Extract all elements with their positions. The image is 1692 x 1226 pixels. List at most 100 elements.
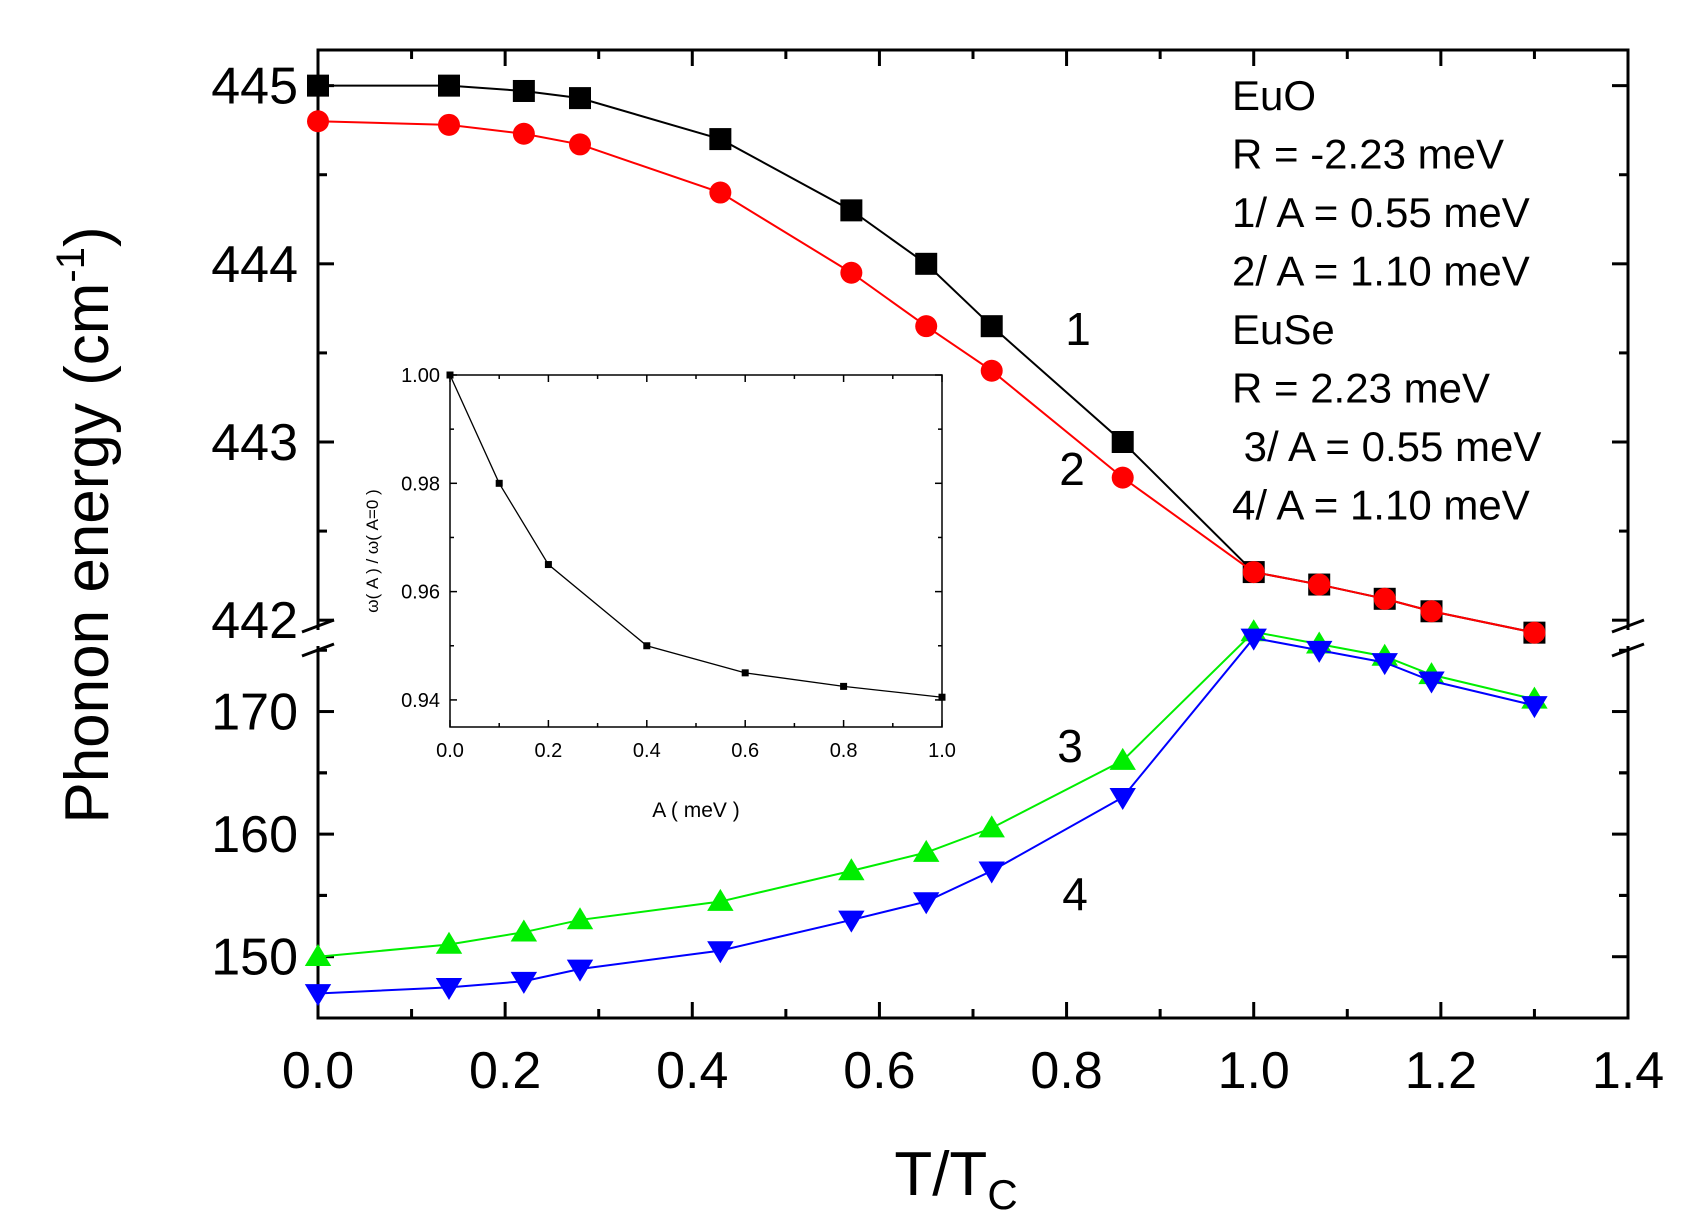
- series-3-point: [838, 858, 865, 881]
- legend-line: R = 2.23 meV: [1232, 365, 1490, 412]
- lower-y-tick-label: 170: [211, 684, 298, 742]
- series-label-4: 4: [1062, 868, 1088, 920]
- x-tick-label: 1.2: [1405, 1042, 1477, 1100]
- series-2: [307, 110, 1546, 644]
- series-4-point: [838, 910, 865, 933]
- series-1-point: [307, 74, 329, 97]
- series-4-point: [435, 978, 463, 1001]
- right-axis-break-mark-top: [1611, 618, 1645, 634]
- inset-x-tick-label: 0.2: [534, 740, 562, 762]
- series-1-point: [915, 252, 938, 275]
- series-2-point: [915, 315, 938, 338]
- x-tick-label: 1.0: [1218, 1042, 1290, 1100]
- inset-series-point: [741, 669, 749, 677]
- x-tick-label: 0.4: [656, 1042, 728, 1100]
- series-4-line: [317, 636, 1535, 995]
- legend-line: 4/ A = 1.10 meV: [1232, 482, 1530, 529]
- inset-series-point: [495, 479, 503, 487]
- legend-line: 3/ A = 0.55 meV: [1232, 423, 1541, 470]
- series-2-point: [1242, 561, 1265, 584]
- inset-series-point: [446, 371, 454, 379]
- inset-axis-tick-labels: 0.0 0.2 0.4 0.6 0.8 1.0 1.00 0.98 0.96 0.94: [401, 365, 956, 762]
- series-2-point: [1308, 573, 1331, 596]
- lower-y-tick-label: 160: [211, 806, 298, 864]
- series-4-point: [1521, 696, 1548, 719]
- x-tick-label: 0.2: [469, 1042, 541, 1100]
- series-2-point: [709, 181, 732, 204]
- series-4: [304, 628, 1548, 1007]
- series-2-point: [1523, 621, 1546, 644]
- series-2-point: [840, 261, 863, 284]
- x-axis-title: T/TC: [894, 1140, 1017, 1218]
- series-3-point: [510, 919, 538, 942]
- series-4-point: [1371, 653, 1398, 676]
- series-2-point: [1111, 466, 1134, 489]
- series-label-3: 3: [1057, 720, 1083, 772]
- series-2-point: [438, 113, 460, 136]
- right-axis-break-gap: [1620, 630, 1636, 646]
- upper-y-tick-label: 443: [211, 414, 298, 472]
- series-1-point: [709, 128, 732, 151]
- legend: EuO R = -2.23 meV 1/ A = 0.55 meV 2/ A = 1.…: [1232, 72, 1541, 529]
- inset-series-point: [840, 682, 848, 690]
- x-tick-label: 0.8: [1030, 1042, 1102, 1100]
- series-1-point: [1111, 431, 1134, 453]
- inset-x-tick-label: 0.0: [436, 740, 464, 762]
- inset-x-axis-title: A ( meV ): [652, 799, 740, 822]
- legend-line: 1/ A = 0.55 meV: [1232, 189, 1530, 236]
- main-series-group: [304, 74, 1548, 1007]
- inset-y-axis-title: ω( A ) / ω( A=0 ): [363, 489, 382, 612]
- legend-line: R = -2.23 meV: [1232, 131, 1504, 178]
- series-1-point: [512, 79, 535, 102]
- series-label-1: 1: [1065, 303, 1091, 355]
- inset-series-point: [544, 561, 552, 569]
- x-tick-label: 1.4: [1592, 1042, 1664, 1100]
- series-3-point: [435, 931, 463, 954]
- series-4-point: [707, 941, 734, 964]
- y-axis-title-superscript: -1: [49, 247, 93, 283]
- inset-series-point: [643, 642, 651, 650]
- series-2-point: [512, 122, 535, 145]
- series-2-point: [980, 359, 1003, 382]
- series-1-point: [840, 199, 863, 222]
- series-4-point: [913, 892, 940, 915]
- series-3-point: [1109, 747, 1136, 770]
- y-axis-title-tail: ): [53, 226, 122, 247]
- main-axis-tick-labels: 0.0 0.2 0.4 0.6 0.8 1.0 1.2 1.4 445 444 443 442 170 1…: [211, 58, 1664, 1100]
- series-1-point: [438, 74, 460, 97]
- legend-line: EuO: [1232, 72, 1316, 119]
- inset-x-tick-label: 0.6: [731, 740, 759, 762]
- series-4-point: [978, 861, 1005, 884]
- series-2-point: [1420, 600, 1443, 623]
- legend-line: EuSe: [1232, 306, 1335, 353]
- series-4-point: [1109, 788, 1136, 811]
- series-label-2: 2: [1059, 443, 1085, 495]
- series-1-point: [569, 87, 591, 110]
- series-3-point: [707, 888, 734, 911]
- inset-y-tick-label: 0.96: [401, 582, 440, 604]
- series-1-point: [980, 315, 1003, 338]
- series-2-point: [569, 133, 591, 156]
- series-4-point: [304, 984, 332, 1007]
- inset-chart: 0.0 0.2 0.4 0.6 0.8 1.0 1.00 0.98 0.96 0.94 A ( m…: [363, 365, 956, 822]
- inset-x-tick-label: 0.8: [830, 740, 858, 762]
- inset-axis-ticks: [449, 374, 943, 727]
- series-4-point: [510, 971, 538, 994]
- x-axis-title-main: T/T: [894, 1140, 987, 1209]
- series-3-point: [913, 839, 940, 862]
- series-4-point: [566, 959, 594, 982]
- series-4-point: [1240, 628, 1267, 651]
- x-tick-label: 0.0: [282, 1042, 354, 1100]
- inset-y-tick-label: 1.00: [401, 365, 440, 387]
- y-axis-title: Phonon energy (cm-1): [49, 226, 122, 823]
- series-2-point: [1373, 587, 1396, 610]
- y-axis-title-main: Phonon energy (cm: [53, 283, 122, 824]
- left-axis-break-gap: [310, 630, 326, 646]
- left-axis-break-mark-top: [301, 618, 335, 634]
- upper-y-tick-label: 442: [211, 592, 298, 650]
- legend-line: 2/ A = 1.10 meV: [1232, 248, 1530, 295]
- upper-y-tick-label: 445: [211, 58, 298, 116]
- inset-y-tick-label: 0.94: [401, 690, 440, 712]
- series-2-point: [307, 110, 329, 133]
